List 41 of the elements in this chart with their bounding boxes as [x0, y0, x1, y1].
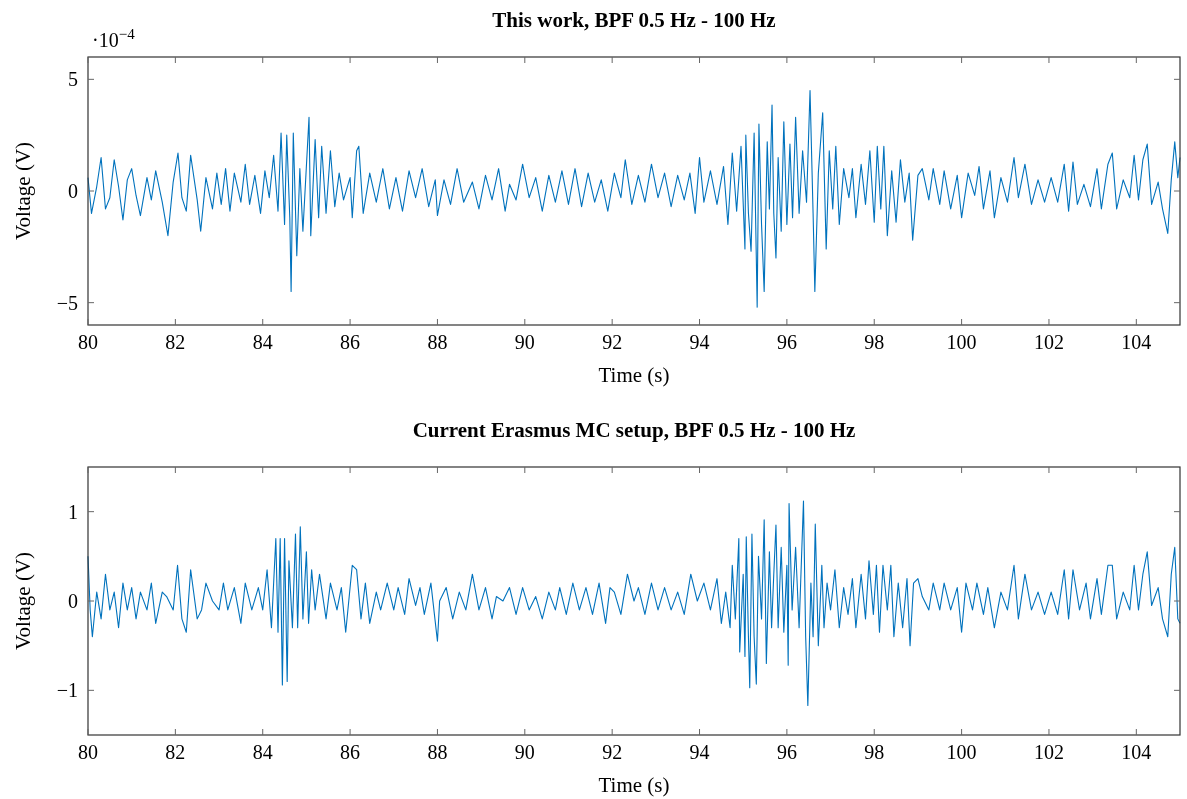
- chart-title: This work, BPF 0.5 Hz - 100 Hz: [492, 8, 776, 32]
- x-tick-label: 80: [78, 741, 98, 763]
- y-tick-label: −1: [56, 679, 78, 702]
- x-tick-label: 80: [78, 331, 98, 353]
- y-tick-label: −5: [56, 291, 78, 314]
- y-tick-label: 0: [68, 180, 78, 202]
- x-tick-label: 92: [602, 331, 623, 353]
- x-tick-label: 88: [427, 331, 448, 353]
- x-tick-label: 90: [514, 741, 535, 763]
- x-tick-label: 92: [602, 741, 623, 763]
- x-tick-label: 90: [514, 331, 535, 353]
- x-tick-label: 104: [1121, 331, 1152, 353]
- y-axis-title: Voltage (V): [11, 141, 35, 241]
- x-tick-label: 104: [1121, 741, 1152, 763]
- y-tick-label: 1: [68, 500, 78, 523]
- line-series: [87, 500, 1181, 707]
- text: ·10$^{−4}$: [92, 26, 136, 51]
- x-axis-title: Time (s): [598, 773, 670, 797]
- x-tick-label: 84: [252, 741, 273, 763]
- x-tick-label: 102: [1033, 331, 1064, 353]
- x-tick-label: 94: [689, 741, 710, 763]
- x-tick-label: 98: [864, 741, 885, 763]
- x-tick-label: 102: [1033, 741, 1064, 763]
- chart-title: Current Erasmus MC setup, BPF 0.5 Hz - 100 Hz: [412, 418, 856, 442]
- x-tick-label: 98: [864, 331, 885, 353]
- x-tick-label: 94: [689, 331, 710, 353]
- x-tick-label: 100: [946, 331, 977, 353]
- y-tick-label: 5: [68, 68, 78, 91]
- x-tick-label: 88: [427, 741, 448, 763]
- x-tick-label: 86: [340, 331, 361, 353]
- x-tick-label: 82: [165, 741, 186, 763]
- x-tick-label: 96: [776, 331, 797, 353]
- x-tick-label: 100: [946, 741, 977, 763]
- x-axis-title: Time (s): [598, 363, 670, 387]
- x-tick-label: 86: [340, 741, 361, 763]
- x-tick-label: 82: [165, 331, 186, 353]
- line-series: [87, 89, 1181, 308]
- y-tick-label: 0: [68, 590, 78, 612]
- x-tick-label: 96: [776, 741, 797, 763]
- x-tick-label: 84: [252, 331, 273, 353]
- y-axis-title: Voltage (V): [11, 551, 35, 651]
